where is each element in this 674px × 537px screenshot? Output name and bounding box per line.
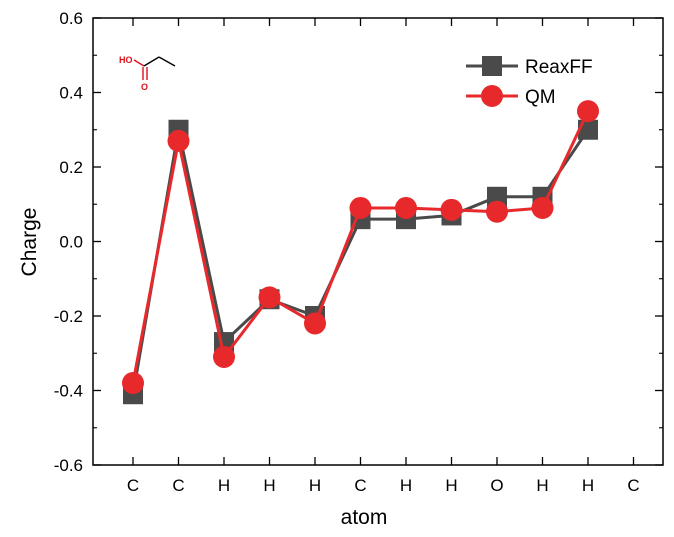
y-tick-label: 0.6 bbox=[59, 9, 83, 28]
data-point-qm bbox=[349, 196, 372, 219]
x-tick-label: C bbox=[127, 476, 139, 495]
series-line-reaxff bbox=[131, 128, 590, 395]
y-tick-label: 0.0 bbox=[59, 233, 83, 252]
data-point-qm bbox=[531, 196, 554, 219]
y-tick-label: 0.4 bbox=[59, 84, 83, 103]
y-tick-label: 0.2 bbox=[59, 158, 83, 177]
data-point-qm bbox=[258, 286, 281, 309]
legend-marker-qm bbox=[481, 85, 503, 107]
data-point-qm bbox=[122, 372, 144, 395]
data-point-qm bbox=[395, 196, 417, 219]
data-point-qm bbox=[486, 200, 508, 223]
series-line-qm bbox=[131, 110, 590, 384]
data-point-qm bbox=[167, 129, 190, 152]
y-tick-label: -0.4 bbox=[54, 382, 83, 401]
x-axis-title: atom bbox=[341, 506, 388, 529]
data-point-qm bbox=[577, 100, 599, 123]
x-tick-label: O bbox=[490, 476, 503, 495]
data-point-qm bbox=[213, 345, 235, 368]
mol-label-hydroxyl: HO bbox=[119, 55, 133, 65]
x-tick-label: H bbox=[400, 476, 412, 495]
molecule-inset: HO O bbox=[119, 55, 176, 92]
x-tick-label: C bbox=[627, 476, 639, 495]
legend-marker-reaxff bbox=[482, 56, 502, 76]
plot-frame bbox=[92, 17, 664, 466]
data-point-qm bbox=[440, 198, 463, 221]
mol-bond-2 bbox=[158, 56, 176, 67]
series-layer bbox=[122, 100, 599, 405]
x-tick-label: H bbox=[263, 476, 275, 495]
y-tick-label: -0.6 bbox=[54, 456, 83, 475]
mol-bond-ho bbox=[133, 59, 145, 67]
legend-label-qm: QM bbox=[525, 87, 556, 108]
series-reaxff bbox=[123, 119, 598, 405]
data-point-reaxff bbox=[487, 186, 507, 207]
x-tick-label: H bbox=[582, 476, 594, 495]
x-axis-ticks: C C H H H C H H O H H C bbox=[127, 18, 640, 495]
mol-label-carbonyl: O bbox=[141, 82, 148, 92]
data-point-qm bbox=[304, 312, 326, 335]
x-tick-label: C bbox=[172, 476, 184, 495]
y-axis-title: Charge bbox=[18, 208, 41, 277]
x-tick-label: H bbox=[218, 476, 230, 495]
legend: ReaxFF QM bbox=[466, 56, 593, 108]
x-tick-label: H bbox=[536, 476, 548, 495]
y-axis-ticks: 0.6 0.4 0.2 0.0 -0.2 -0.4 -0.6 bbox=[54, 9, 663, 475]
y-tick-label: -0.2 bbox=[54, 307, 83, 326]
series-qm bbox=[122, 100, 599, 395]
x-tick-label: H bbox=[309, 476, 321, 495]
x-tick-label: H bbox=[445, 476, 457, 495]
legend-label-reaxff: ReaxFF bbox=[525, 57, 593, 78]
mol-bond-1 bbox=[143, 56, 160, 67]
x-tick-label: C bbox=[354, 476, 366, 495]
